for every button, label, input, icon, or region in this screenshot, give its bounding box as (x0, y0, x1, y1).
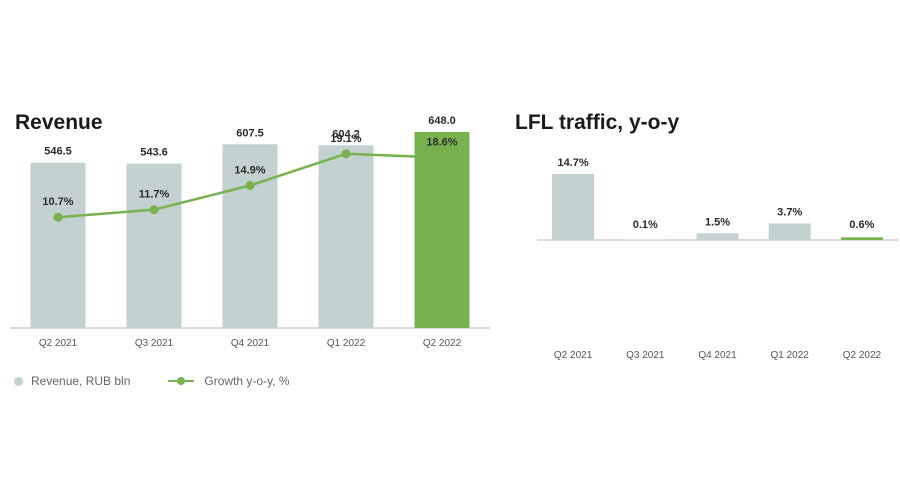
revenue-bar-label: 648.0 (428, 115, 456, 127)
growth-point (53, 212, 63, 222)
revenue-bar (30, 162, 86, 328)
lfl-chart-title: LFL traffic, y-o-y (515, 111, 680, 134)
legend-label-revenue: Revenue, RUB bln (31, 374, 131, 388)
legend-swatch-growth (168, 377, 195, 385)
growth-label: 11.7% (139, 189, 170, 201)
growth-label: 10.7% (42, 196, 73, 208)
revenue-bar (126, 163, 182, 328)
lfl-tick-label: Q4 2021 (698, 350, 737, 361)
revenue-bar (414, 132, 470, 328)
revenue-bar-label: 604.2 (332, 128, 360, 140)
lfl-bar-label: 1.5% (705, 216, 730, 228)
lfl-tick-label: Q2 2021 (554, 350, 593, 361)
legend-label-growth: Growth y-o-y, % (204, 374, 290, 388)
revenue-tick-label: Q2 2022 (423, 338, 462, 349)
lfl-bar (696, 233, 739, 240)
revenue-tick-label: Q4 2021 (231, 338, 270, 349)
revenue-tick-label: Q2 2021 (39, 338, 78, 349)
growth-label: 14.9% (234, 165, 265, 177)
revenue-chart-title: Revenue (15, 111, 103, 134)
lfl-bar-label: 3.7% (777, 206, 802, 218)
revenue-legend: Revenue, RUB bln Growth y-o-y, % (14, 374, 328, 388)
growth-point (437, 153, 447, 163)
legend-item-revenue: Revenue, RUB bln (14, 374, 130, 388)
lfl-bar-label: 14.7% (557, 157, 588, 169)
growth-point (341, 149, 351, 159)
growth-point (245, 181, 255, 191)
lfl-bar (840, 237, 883, 240)
growth-label: 18.6% (426, 137, 457, 149)
revenue-bar-label: 543.6 (140, 147, 168, 159)
lfl-bar-label: 0.1% (633, 219, 658, 231)
lfl-bar (624, 239, 667, 240)
growth-label: 19.1% (330, 133, 361, 145)
lfl-tick-label: Q2 2022 (843, 350, 882, 361)
revenue-tick-label: Q3 2021 (135, 338, 174, 349)
lfl-tick-label: Q3 2021 (626, 350, 665, 361)
lfl-bar-label: 0.6% (849, 219, 874, 231)
revenue-bar-label: 607.5 (236, 127, 264, 139)
legend-item-growth: Growth y-o-y, % (168, 374, 290, 388)
revenue-bar (318, 145, 374, 328)
growth-point (149, 205, 159, 215)
revenue-tick-label: Q1 2022 (327, 338, 366, 349)
lfl-bar (768, 223, 811, 240)
revenue-bar-label: 546.5 (44, 146, 72, 158)
lfl-tick-label: Q1 2022 (771, 350, 810, 361)
legend-swatch-revenue (14, 376, 23, 386)
lfl-bar (552, 174, 595, 240)
revenue-bar (222, 144, 278, 328)
